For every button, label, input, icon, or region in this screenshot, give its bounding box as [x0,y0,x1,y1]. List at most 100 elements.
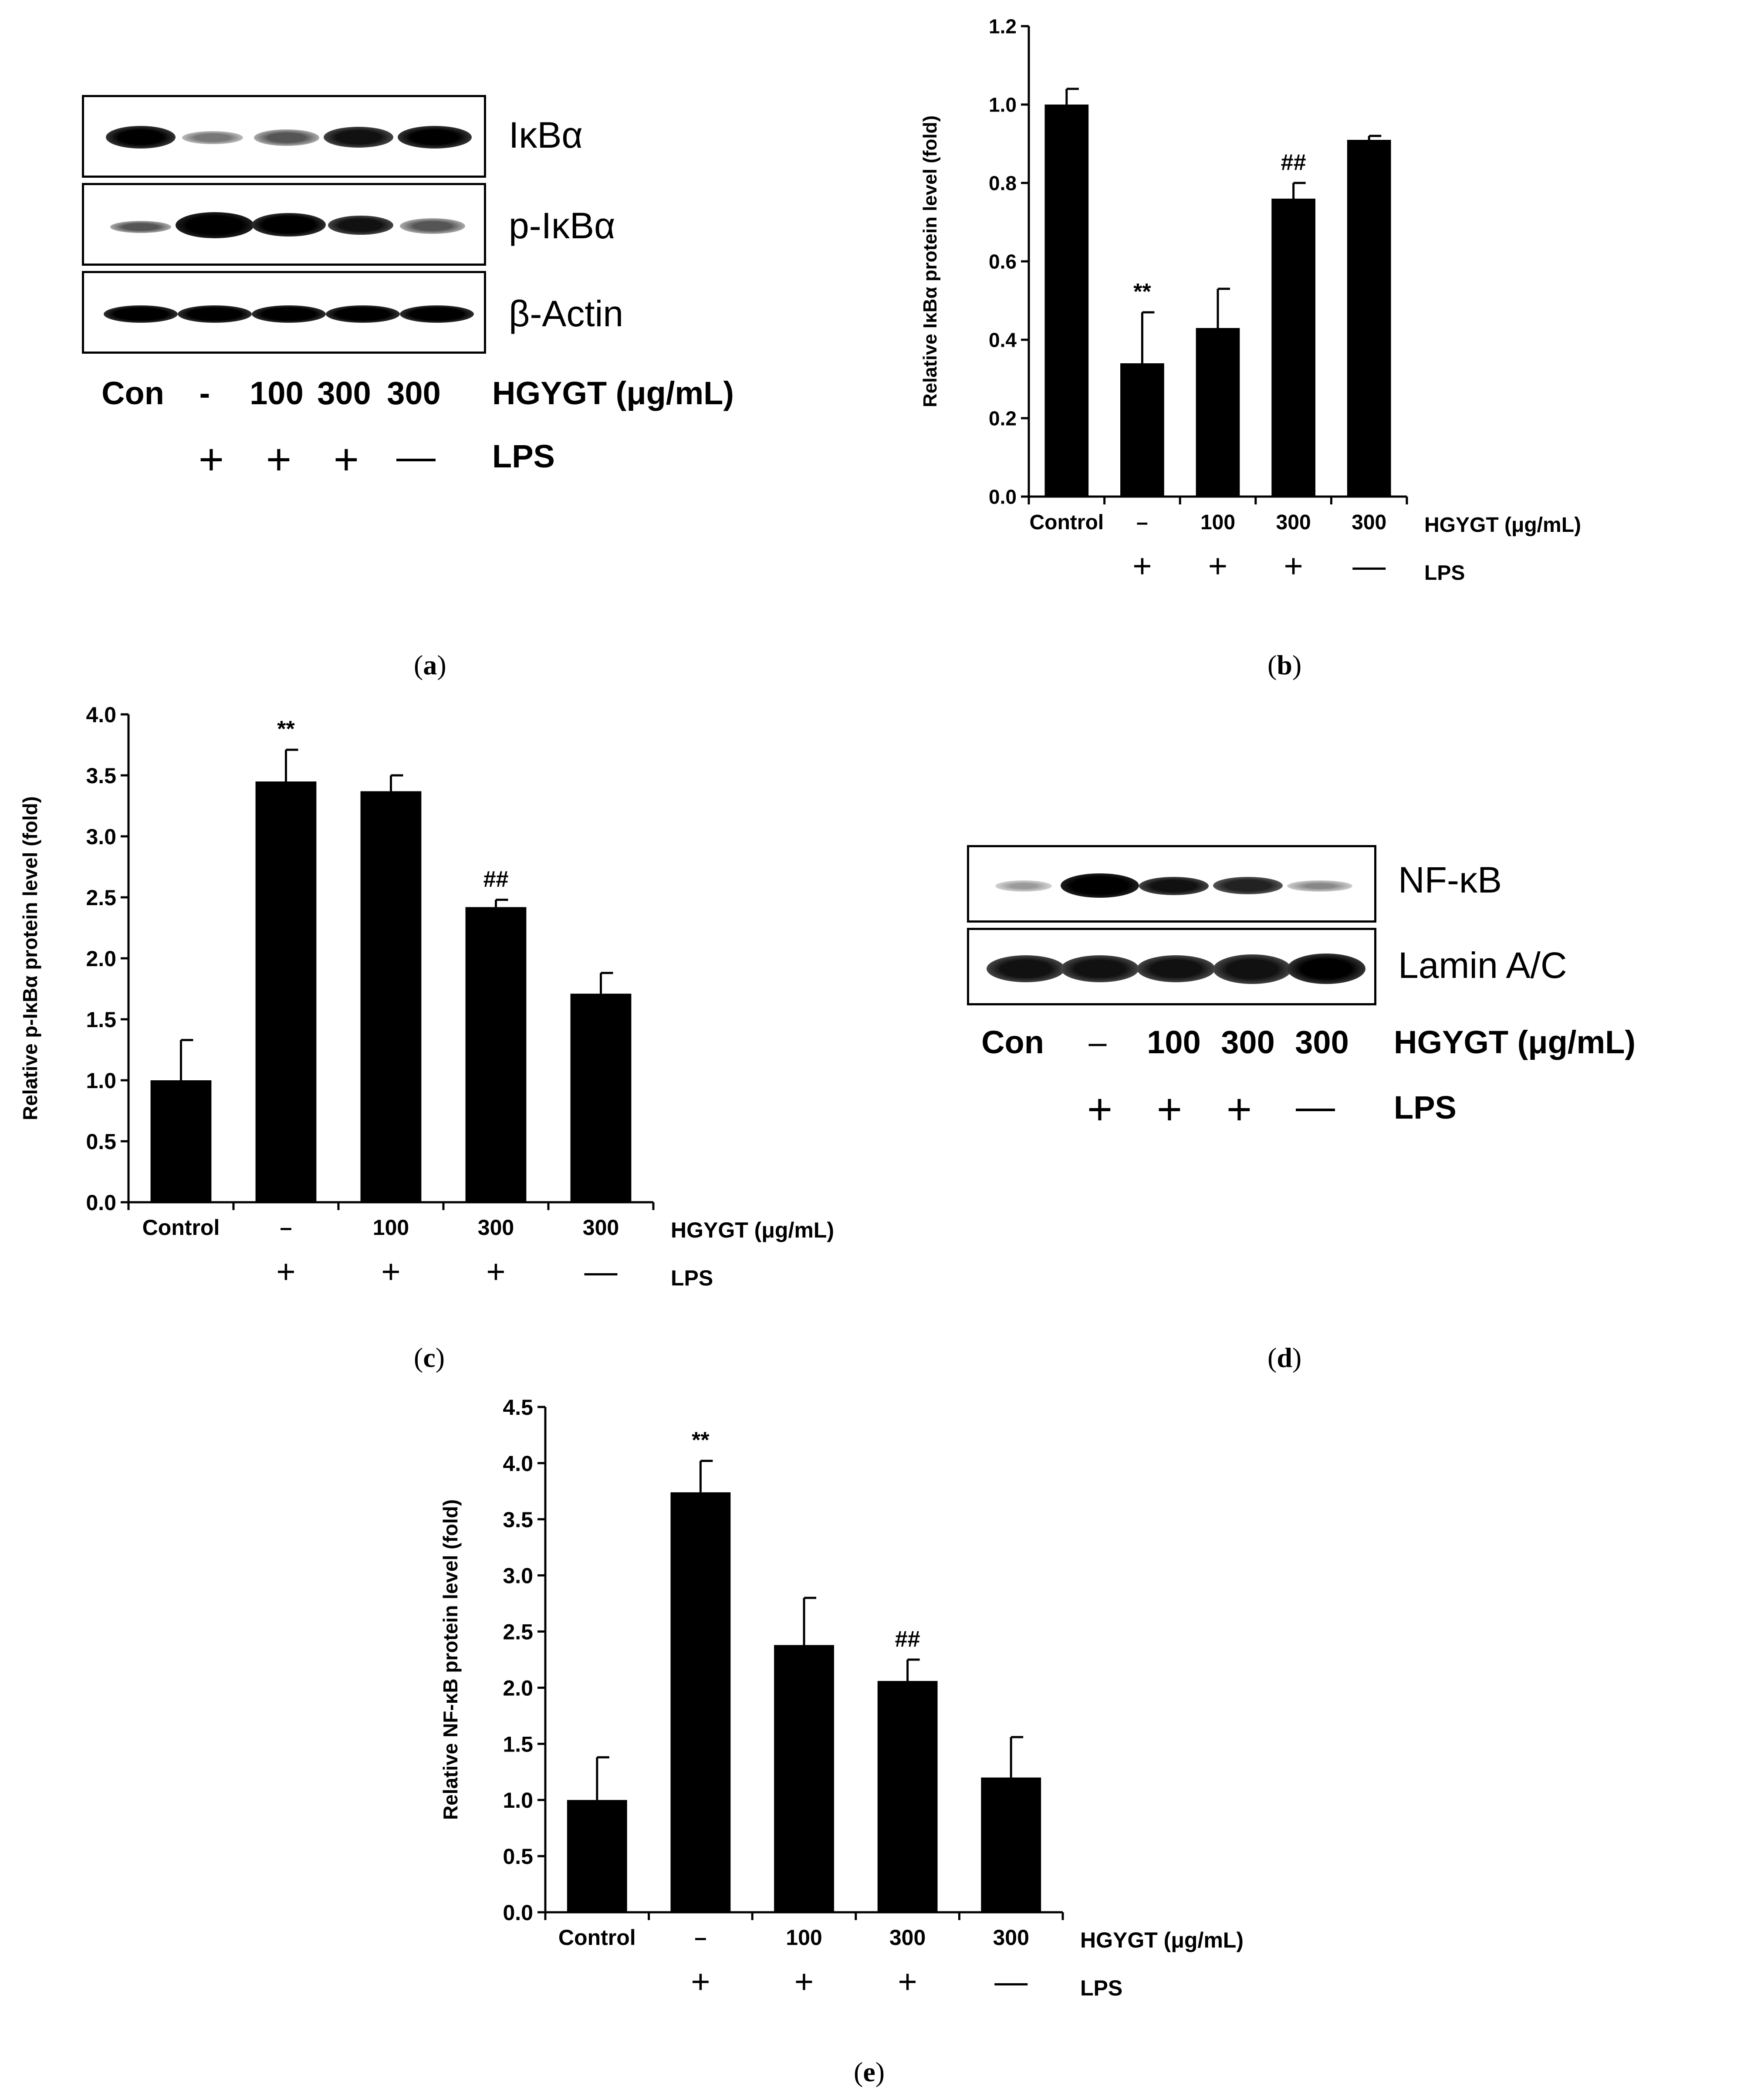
category-label: 300 [1276,511,1311,534]
bar [670,1492,731,1912]
lps-label: LPS [1424,561,1465,585]
significance-label: ** [277,717,295,742]
category-label: – [694,1925,706,1950]
lane-label: 100 [250,375,304,411]
category-label: 300 [478,1215,514,1240]
band-actin-1 [104,305,178,323]
y-tick-label: 3.0 [86,825,116,849]
lps-mark: + [1156,1085,1183,1134]
treatment-axis-label: HGYGT (μg/mL) [1424,514,1581,537]
category-label: Control [558,1925,636,1950]
band-p-ikba-2 [176,212,254,238]
band-actin-2 [178,305,252,323]
y-axis-label: Relative NF-κB protein level (fold) [439,1499,462,1820]
band-ikba-3 [254,129,319,146]
blot-strip-lamin [967,928,1376,1005]
lps-mark: — [1352,548,1386,585]
y-tick-label: 1.0 [86,1069,116,1093]
category-label: 300 [993,1925,1029,1950]
y-tick-label: 2.0 [86,947,116,971]
lps-mark: — [1296,1085,1335,1129]
band-ikba-4 [324,127,393,148]
y-tick-label: 0.8 [989,172,1017,195]
bar [981,1777,1041,1912]
category-label: – [1136,511,1148,534]
significance-label: ## [483,867,509,892]
category-label: 300 [1352,511,1386,534]
band-actin-5 [400,305,474,323]
blot-label-lamin: Lamin A/C [1398,945,1567,986]
blot-label-nf-kb: NF-κB [1398,859,1502,900]
treatment-axis-label: HGYGT (μg/mL) [671,1218,834,1242]
blot-label-p-ikba: p-IκBα [509,205,615,246]
bar [570,994,632,1202]
category-label: 300 [889,1925,926,1950]
lps-mark: + [898,1963,917,2000]
blot-strip-ikba [82,95,486,178]
panel-label-d: (d) [1267,1342,1302,1373]
y-axis-label: Relative IκBα protein level (fold) [919,115,941,407]
lps-mark: + [333,435,359,484]
y-tick-label: 4.0 [86,703,116,727]
bar [1044,105,1089,497]
y-tick-label: 2.5 [86,886,116,910]
band-lamin-3 [1137,955,1215,982]
band-actin-4 [326,305,400,323]
lps-label: LPS [671,1266,713,1290]
bar [774,1645,834,1912]
band-lamin-4 [1213,954,1291,984]
category-label: 100 [1200,511,1235,534]
lps-mark: — [396,435,436,479]
lps-mark: + [198,435,224,484]
y-tick-label: 0.0 [86,1190,116,1215]
y-tick-label: 3.5 [86,764,116,788]
y-tick-label: 4.5 [503,1395,533,1420]
panel-label-b: (b) [1267,649,1302,680]
bar [255,781,317,1202]
y-tick-label: 3.5 [503,1508,533,1532]
lane-label: 300 [1221,1024,1275,1060]
treatment-label: HGYGT (μg/mL) [492,375,734,411]
band-nfkb-1 [995,880,1052,892]
panel-label-c: (c) [414,1342,445,1373]
blot-label-ikba: IκBα [509,115,583,156]
y-tick-label: 1.5 [86,1008,116,1032]
band-actin-3 [252,305,326,323]
band-ikba-5 [398,126,472,149]
y-tick-label: 0.5 [86,1129,116,1154]
bar [1347,140,1391,497]
category-label: 300 [583,1215,619,1240]
band-lamin-5 [1287,954,1365,984]
bar [150,1080,212,1202]
bar [1271,199,1315,497]
lane-label: 300 [1295,1024,1349,1060]
y-axis-label: Relative p-IκBα protein level (fold) [19,796,41,1120]
lps-mark: + [794,1963,814,2000]
band-ikba-2 [182,131,243,144]
bar [465,907,527,1202]
y-tick-label: 3.0 [503,1564,533,1588]
lane-label: Con [101,375,164,411]
lps-mark: + [276,1253,295,1290]
lane-label: 300 [387,375,441,411]
y-tick-label: 0.0 [503,1900,533,1925]
band-lamin-2 [1061,955,1139,982]
band-p-ikba-4 [328,216,393,235]
band-nfkb-4 [1213,877,1283,894]
bar [877,1681,938,1912]
y-tick-label: 0.4 [989,329,1017,352]
lane-label: 100 [1147,1024,1201,1060]
y-tick-label: 4.0 [503,1451,533,1476]
lane-label: – [1088,1024,1107,1060]
y-tick-label: 0.0 [989,486,1017,508]
category-label: Control [1029,511,1104,534]
y-tick-label: 2.0 [503,1676,533,1700]
lps-mark: + [1226,1085,1252,1134]
bar [567,1800,627,1912]
band-p-ikba-3 [252,213,326,237]
significance-label: ** [1133,279,1151,304]
blot-label-b-actin: β-Actin [509,293,624,334]
significance-label: ## [895,1627,920,1652]
band-ikba-1 [106,126,176,149]
y-tick-label: 2.5 [503,1620,533,1644]
